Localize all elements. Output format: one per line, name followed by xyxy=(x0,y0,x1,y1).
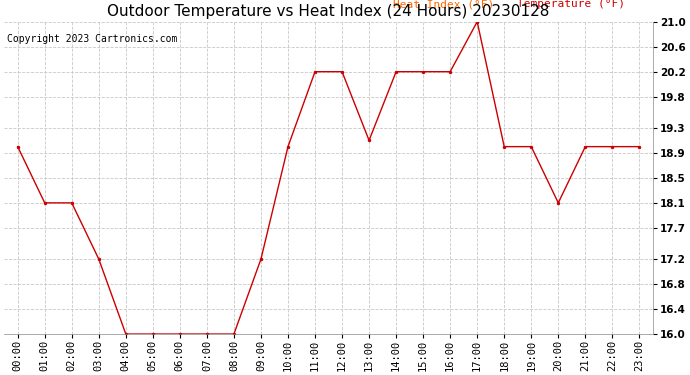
Text: Heat Index (°F): Heat Index (°F) xyxy=(393,0,495,9)
Text: Copyright 2023 Cartronics.com: Copyright 2023 Cartronics.com xyxy=(7,34,177,44)
Title: Outdoor Temperature vs Heat Index (24 Hours) 20230128: Outdoor Temperature vs Heat Index (24 Ho… xyxy=(108,4,550,19)
Text: Temperature (°F): Temperature (°F) xyxy=(517,0,624,9)
